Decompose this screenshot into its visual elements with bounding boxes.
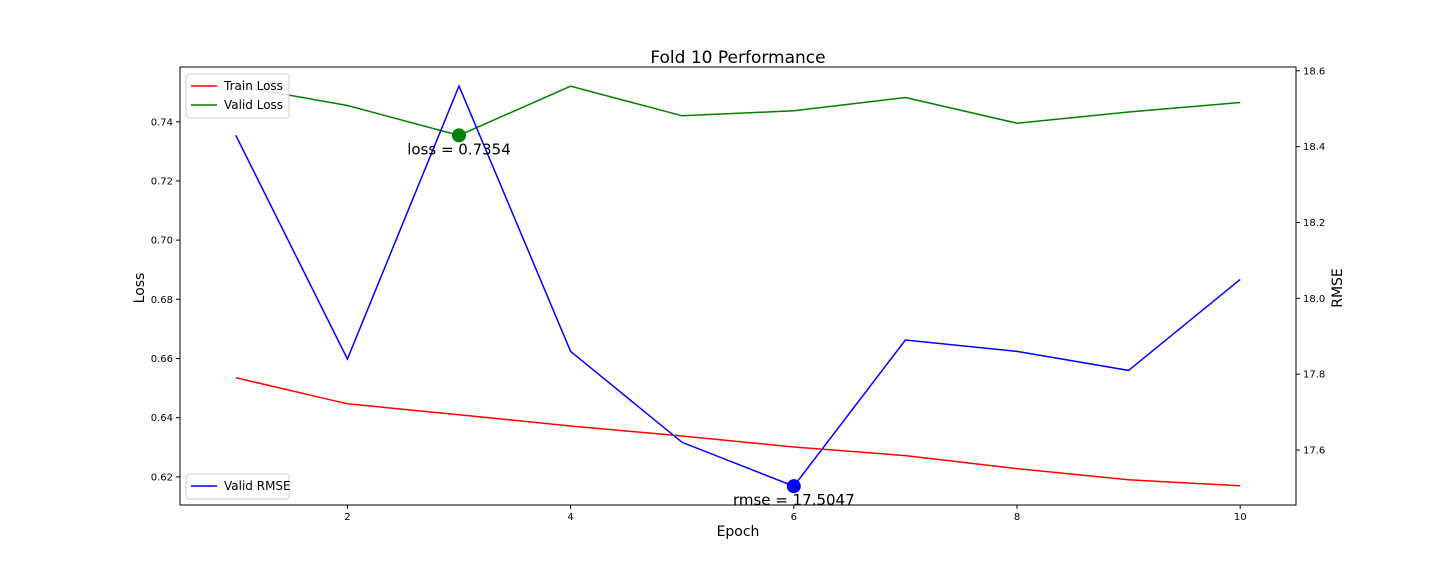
x-axis-label: Epoch xyxy=(717,524,760,540)
annotation-label: loss = 0.7354 xyxy=(407,140,511,158)
x-tick-label: 6 xyxy=(791,512,797,523)
legend-label: Train Loss xyxy=(223,79,283,93)
chart-title: Fold 10 Performance xyxy=(650,48,825,68)
left-y-tick-label: 0.62 xyxy=(151,472,173,483)
right-y-tick-label: 17.6 xyxy=(1303,446,1325,457)
x-tick-label: 4 xyxy=(567,512,573,523)
legend-label: Valid Loss xyxy=(224,98,283,112)
left-y-tick-label: 0.74 xyxy=(151,117,173,128)
annotations: loss = 0.7354 rmse = 17.5047 xyxy=(407,128,855,509)
right-y-tick-label: 18.0 xyxy=(1303,294,1325,305)
valid-loss-line xyxy=(235,84,1241,137)
legend-box xyxy=(185,473,290,500)
right-y-axis-label: RMSE xyxy=(1330,268,1346,308)
plot-frame xyxy=(179,66,1297,506)
right-y-tick-label: 18.4 xyxy=(1303,142,1325,153)
right-y-tick-label: 18.2 xyxy=(1303,218,1325,229)
right-y-tick-label: 18.6 xyxy=(1303,66,1325,77)
train-loss-line xyxy=(235,376,1241,487)
left-y-tick-label: 0.68 xyxy=(151,295,173,306)
x-tick-label: 10 xyxy=(1234,512,1247,523)
left-y-tick-label: 0.70 xyxy=(151,236,173,247)
legend-box xyxy=(185,73,290,119)
left-y-axis-label: Loss xyxy=(132,273,148,304)
series-layer xyxy=(235,84,1241,488)
annotation-marker xyxy=(452,128,466,143)
legend-top-left: Train Loss Valid Loss xyxy=(185,73,290,119)
legend-label: Valid RMSE xyxy=(224,479,291,493)
right-y-ticks: 17.6 17.8 18.0 18.2 18.4 18.6 xyxy=(1296,66,1325,457)
x-ticks: 2 4 6 8 10 xyxy=(344,505,1247,523)
left-y-tick-label: 0.64 xyxy=(151,413,173,424)
valid-rmse-line xyxy=(235,84,1241,488)
left-y-ticks: 0.62 0.64 0.66 0.68 0.70 0.72 0.74 xyxy=(151,117,180,483)
annotation-label: rmse = 17.5047 xyxy=(733,491,855,509)
annotation-marker xyxy=(786,479,801,494)
left-y-tick-label: 0.72 xyxy=(151,176,173,187)
left-y-tick-label: 0.66 xyxy=(151,354,173,365)
x-tick-label: 8 xyxy=(1014,512,1020,523)
x-tick-label: 2 xyxy=(344,512,350,523)
right-y-tick-label: 17.8 xyxy=(1303,370,1325,381)
legend-bottom-left: Valid RMSE xyxy=(185,473,291,500)
